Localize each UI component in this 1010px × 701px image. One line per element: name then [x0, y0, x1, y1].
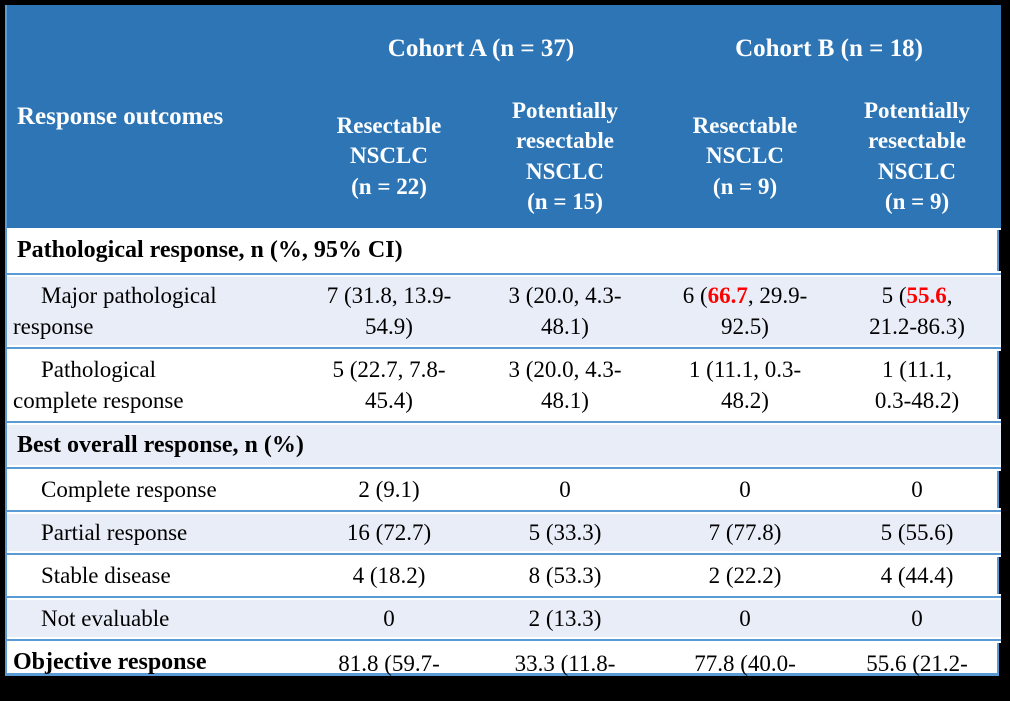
table-cell: 77.8 (40.0- 97.2) [657, 640, 833, 701]
table-cell: 2 (9.1) [305, 468, 473, 511]
cell-text: 5 ( [881, 283, 907, 308]
row-label: Major pathological response [7, 274, 305, 349]
table-cell: 7 (31.8, 13.9- 54.9) [305, 274, 473, 349]
table-cell: 0 [833, 468, 1001, 511]
row-label: Pathological complete response [7, 348, 305, 422]
row-label: Complete response [7, 468, 305, 511]
table-cell: 2 (13.3) [473, 597, 658, 641]
column-header-potentially-resectable-cohort-a: Potentially resectable NSCLC (n = 15) [473, 93, 658, 228]
section-label: Best overall response, n (%) [7, 422, 1002, 469]
table-cell: 5 (22.7, 7.8- 45.4) [305, 348, 473, 422]
table-row-major-pathological-response: Major pathological response 7 (31.8, 13.… [7, 274, 1002, 349]
cohort-header-row: Response outcomes Cohort A (n = 37) Coho… [7, 5, 1002, 228]
table-cell: 33.3 (11.8- 61.6) [473, 640, 657, 701]
table-cell: 81.8 (59.7- 94.8) [305, 640, 473, 701]
column-header-resectable-cohort-a: Resectable NSCLC (n = 22) [305, 93, 473, 228]
table-row-partial-response: Partial response 16 (72.7) 5 (33.3) 7 (7… [7, 511, 1002, 555]
table-row-not-evaluable: Not evaluable 0 2 (13.3) 0 0 [7, 597, 1002, 641]
table-cell: 3 (20.0, 4.3- 48.1) [473, 274, 658, 349]
table-row-objective-response-rate: Objective response rate, % (95% CI) 81.8… [7, 640, 1002, 701]
table-cell: 1 (11.1, 0.3-48.2) [833, 348, 1001, 422]
cell-text: , 29.9- 92.5) [721, 283, 808, 340]
subcolumn-header-row: Resectable NSCLC (n = 22) Potentially re… [7, 93, 1002, 228]
table-row-stable-disease: Stable disease 4 (18.2) 8 (53.3) 2 (22.2… [7, 554, 1002, 597]
table-cell: 0 [473, 468, 657, 511]
row-label: Stable disease [7, 554, 305, 597]
table-cell: 8 (53.3) [473, 554, 657, 597]
table-cell: 7 (77.8) [657, 511, 834, 555]
table-cell: 0 [657, 468, 833, 511]
cell-text: 6 ( [682, 283, 708, 308]
table-cell: 4 (18.2) [305, 554, 473, 597]
highlighted-value: 66.7 [707, 283, 748, 308]
section-label: Pathological response, n (%, 95% CI) [7, 228, 1001, 274]
table-cell: 1 (11.1, 0.3- 48.2) [657, 348, 833, 422]
row-label: Not evaluable [7, 597, 305, 641]
section-row-pathological-response: Pathological response, n (%, 95% CI) [7, 228, 1001, 274]
corner-header-response-outcomes: Response outcomes [7, 5, 305, 228]
response-outcomes-table: Response outcomes Cohort A (n = 37) Coho… [7, 5, 1002, 701]
section-row-best-overall-response: Best overall response, n (%) [7, 422, 1002, 469]
table-row-pathological-complete-response: Pathological complete response 5 (22.7, … [7, 348, 1002, 422]
table-cell: 4 (44.4) [833, 554, 1001, 597]
row-label: Partial response [7, 511, 305, 555]
cell-text: , 21.2-86.3) [869, 283, 965, 340]
table-cell: 2 (22.2) [657, 554, 833, 597]
table-cell: 0 [833, 597, 1002, 641]
column-header-potentially-resectable-cohort-b: Potentially resectable NSCLC (n = 9) [833, 93, 1002, 228]
table-cell: 55.6 (21.2- 86.3) [833, 640, 1001, 701]
table-container: Response outcomes Cohort A (n = 37) Coho… [5, 5, 1002, 701]
table-cell: 16 (72.7) [305, 511, 473, 555]
cohort-b-header: Cohort B (n = 18) [657, 5, 1002, 93]
highlighted-value: 55.6 [906, 283, 947, 308]
table-cell: 5 (33.3) [473, 511, 658, 555]
column-header-resectable-cohort-b: Resectable NSCLC (n = 9) [657, 93, 834, 228]
table-row-complete-response: Complete response 2 (9.1) 0 0 0 [7, 468, 1002, 511]
table-cell: 3 (20.0, 4.3- 48.1) [473, 348, 657, 422]
table-cell: 5 (55.6, 21.2-86.3) [833, 274, 1002, 349]
cohort-a-header: Cohort A (n = 37) [305, 5, 658, 93]
table-cell: 0 [657, 597, 834, 641]
table-cell: 6 (66.7, 29.9- 92.5) [657, 274, 834, 349]
row-label: Objective response rate, % (95% CI) [7, 640, 305, 701]
table-cell: 5 (55.6) [833, 511, 1002, 555]
table-cell: 0 [305, 597, 473, 641]
